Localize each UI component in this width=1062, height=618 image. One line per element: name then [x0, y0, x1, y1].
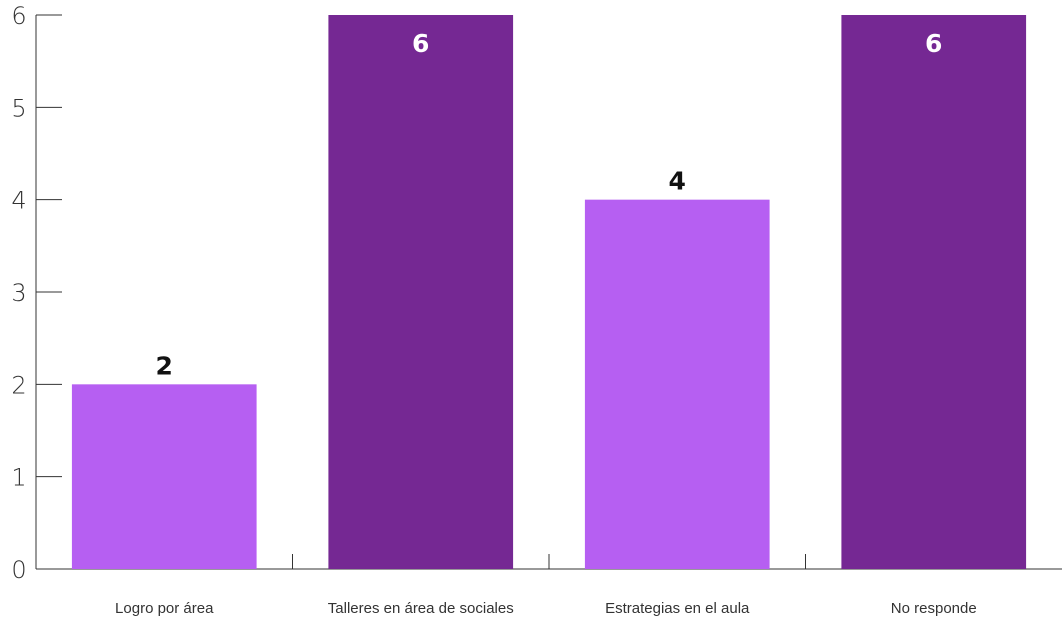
x-tick-label: Logro por área — [115, 600, 214, 617]
bars — [71, 15, 1027, 569]
bar — [71, 384, 257, 569]
bar — [328, 15, 514, 569]
bar — [584, 199, 770, 569]
y-tick-label: 5 — [11, 94, 26, 122]
y-tick-label: 0 — [11, 556, 26, 584]
y-tick-label: 1 — [11, 464, 26, 492]
data-label: 2 — [156, 351, 173, 380]
y-axis: 0 1 2 3 4 5 6 — [11, 2, 62, 584]
bar — [841, 15, 1027, 569]
y-tick-label: 6 — [11, 2, 26, 30]
y-tick-label: 3 — [11, 279, 26, 307]
y-tick-label: 2 — [11, 371, 26, 399]
x-tick-label: Talleres en área de sociales — [328, 600, 514, 617]
x-tick-label: Estrategias en el aula — [605, 600, 750, 617]
x-axis: Logro por área Talleres en área de social… — [36, 554, 1062, 617]
data-labels: 2 6 4 6 — [156, 29, 943, 380]
data-label: 4 — [669, 167, 686, 196]
x-tick-label: No responde — [891, 600, 977, 617]
data-label: 6 — [925, 29, 942, 58]
data-label: 6 — [412, 29, 429, 58]
y-tick-label: 4 — [11, 187, 26, 215]
